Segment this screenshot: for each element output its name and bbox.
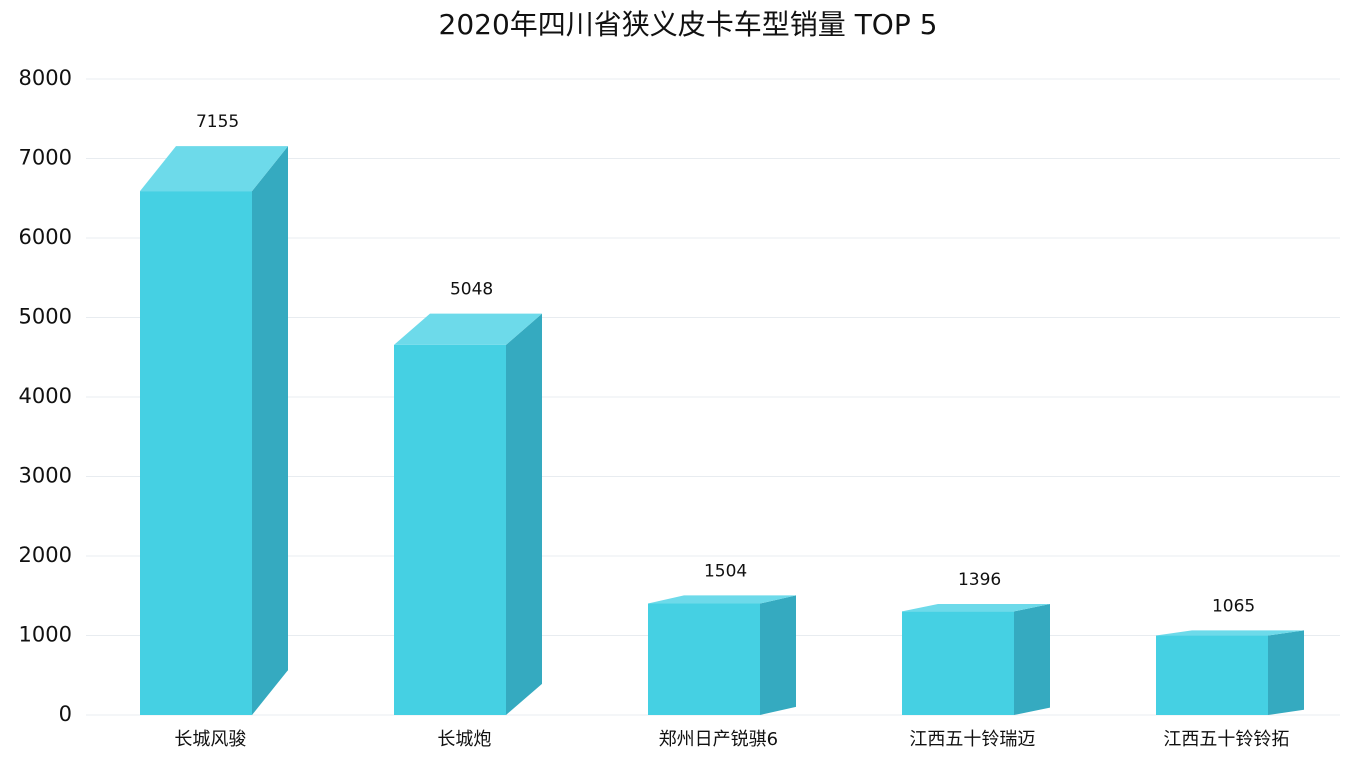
value-label: 5048	[450, 280, 493, 300]
value-label: 7155	[196, 112, 239, 132]
y-tick-label: 8000	[19, 66, 72, 90]
x-tick-label: 长城风骏	[174, 729, 246, 750]
bar-side	[1268, 630, 1304, 715]
x-tick-label: 江西五十铃瑞迈	[909, 729, 1035, 750]
y-tick-label: 5000	[19, 305, 72, 329]
bar-side	[506, 313, 542, 715]
y-tick-label: 1000	[19, 623, 72, 647]
value-label: 1504	[704, 561, 747, 581]
bar-side	[252, 146, 288, 716]
bar	[648, 603, 760, 715]
bar	[902, 611, 1014, 715]
bar	[394, 344, 506, 715]
bar-side	[760, 595, 796, 715]
bar-top	[394, 313, 542, 345]
y-tick-label: 0	[59, 702, 72, 726]
bar	[140, 191, 252, 715]
y-tick-label: 4000	[19, 384, 72, 408]
bar-top	[902, 604, 1050, 612]
bar-top	[140, 146, 288, 192]
bar	[1156, 635, 1268, 715]
value-label: 1065	[1212, 596, 1255, 616]
bar-side	[1014, 604, 1050, 715]
bar-top	[648, 595, 796, 604]
x-tick-label: 江西五十铃铃拓	[1163, 729, 1289, 750]
x-tick-label: 郑州日产锐骐6	[659, 729, 778, 750]
bar-top	[1156, 630, 1304, 636]
y-tick-label: 7000	[19, 146, 72, 170]
x-tick-label: 长城炮	[437, 729, 491, 750]
chart-title: 2020年四川省狭义皮卡车型销量 TOP 5	[439, 8, 938, 41]
y-tick-label: 2000	[19, 543, 72, 567]
y-tick-label: 3000	[19, 464, 72, 488]
value-label: 1396	[958, 570, 1001, 590]
y-tick-label: 6000	[19, 225, 72, 249]
